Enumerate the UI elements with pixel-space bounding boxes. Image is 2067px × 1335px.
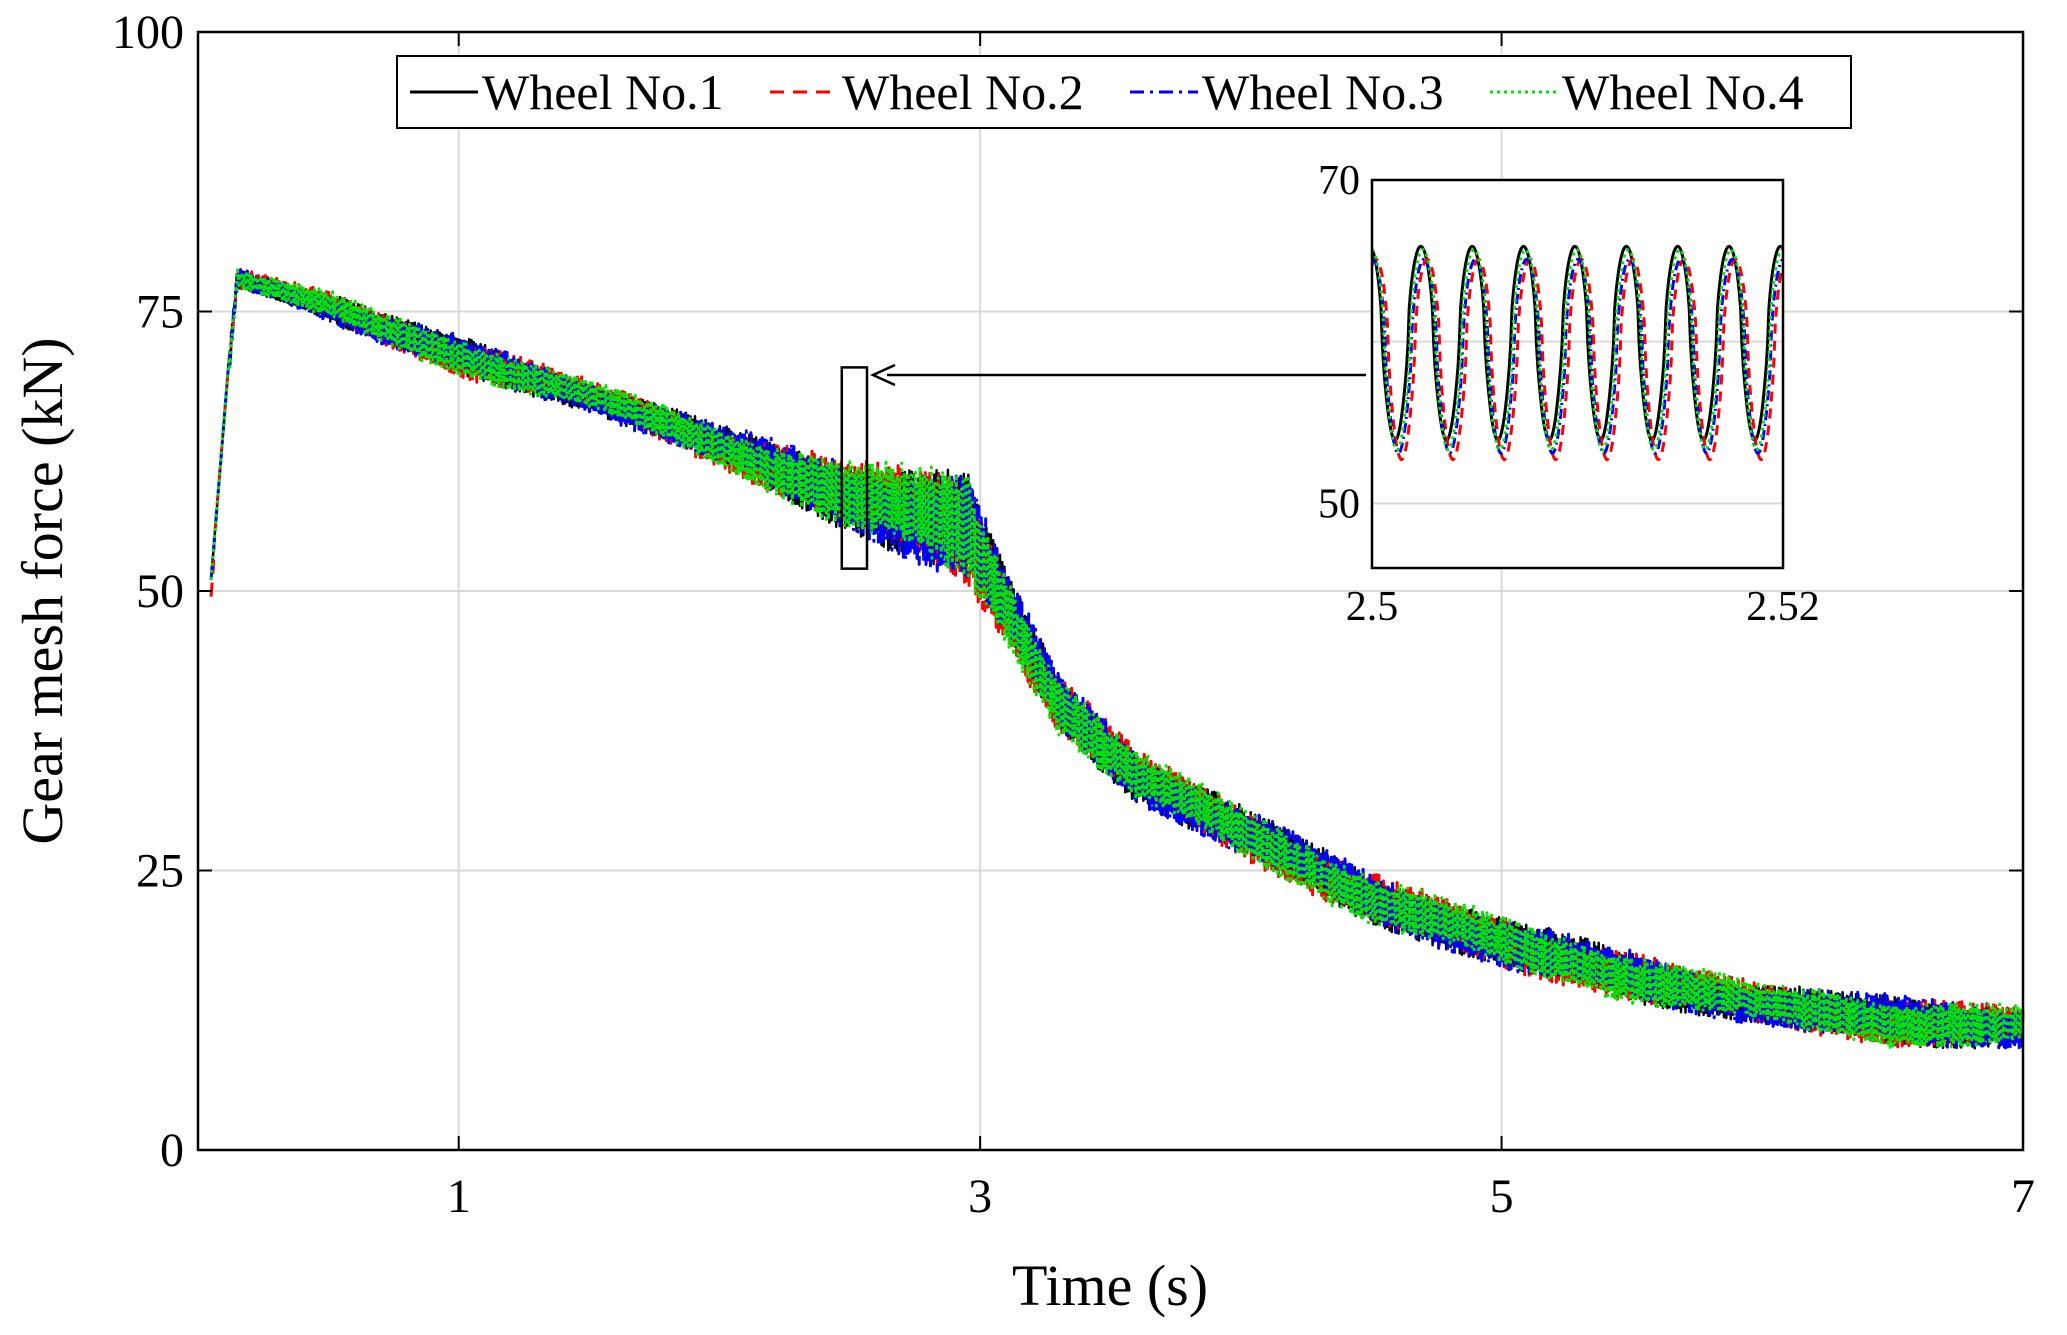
inset-x-tick-label: 2.52 <box>1746 584 1820 630</box>
legend: Wheel No.1 Wheel No.2 Wheel No.3 Wheel N… <box>396 55 1852 129</box>
legend-item-wheel-2: Wheel No.2 <box>770 64 1084 120</box>
legend-label-wheel-2: Wheel No.2 <box>842 64 1084 120</box>
zoom-arrow-head <box>869 363 896 387</box>
legend-label-wheel-3: Wheel No.3 <box>1202 64 1444 120</box>
legend-label-wheel-4: Wheel No.4 <box>1562 64 1804 120</box>
inset-series-line-wheel-2 <box>1370 257 1785 462</box>
legend-box <box>396 55 1852 129</box>
inset-series-line-wheel-4 <box>1370 248 1784 452</box>
inset-y-tick-label: 50 <box>1318 481 1360 527</box>
x-tick-label: 3 <box>968 1170 992 1223</box>
inset-background <box>1372 180 1783 568</box>
x-tick-label: 1 <box>447 1170 471 1223</box>
y-axis-label: Gear mesh force (kN) <box>10 337 75 844</box>
legend-label-wheel-1: Wheel No.1 <box>482 64 724 120</box>
inset-x-tick-label: 2.5 <box>1346 584 1399 630</box>
inset-plot: 2.5 2.52 50 70 <box>1318 158 1820 630</box>
x-tick-label: 7 <box>2011 1170 2035 1223</box>
legend-item-wheel-4: Wheel No.4 <box>1490 64 1804 120</box>
x-axis-label: Time (s) <box>1012 1253 1208 1318</box>
y-tick-label: 100 <box>112 6 184 59</box>
zoom-box <box>840 366 869 570</box>
tick-marks <box>198 31 2024 1151</box>
inset-series-line-wheel-3 <box>1371 257 1785 455</box>
data-series <box>209 268 2025 1051</box>
legend-item-wheel-3: Wheel No.3 <box>1130 64 1444 120</box>
y-tick-label: 25 <box>136 845 184 898</box>
zoom-indicator <box>840 363 1366 570</box>
y-tick-label: 0 <box>160 1124 184 1177</box>
legend-item-wheel-1: Wheel No.1 <box>410 64 724 120</box>
y-tick-label: 50 <box>136 565 184 618</box>
inset-y-tick-label: 70 <box>1318 158 1360 204</box>
y-tick-label: 75 <box>136 286 184 339</box>
x-tick-label: 5 <box>1490 1170 1514 1223</box>
inset-frame <box>1370 178 1785 570</box>
